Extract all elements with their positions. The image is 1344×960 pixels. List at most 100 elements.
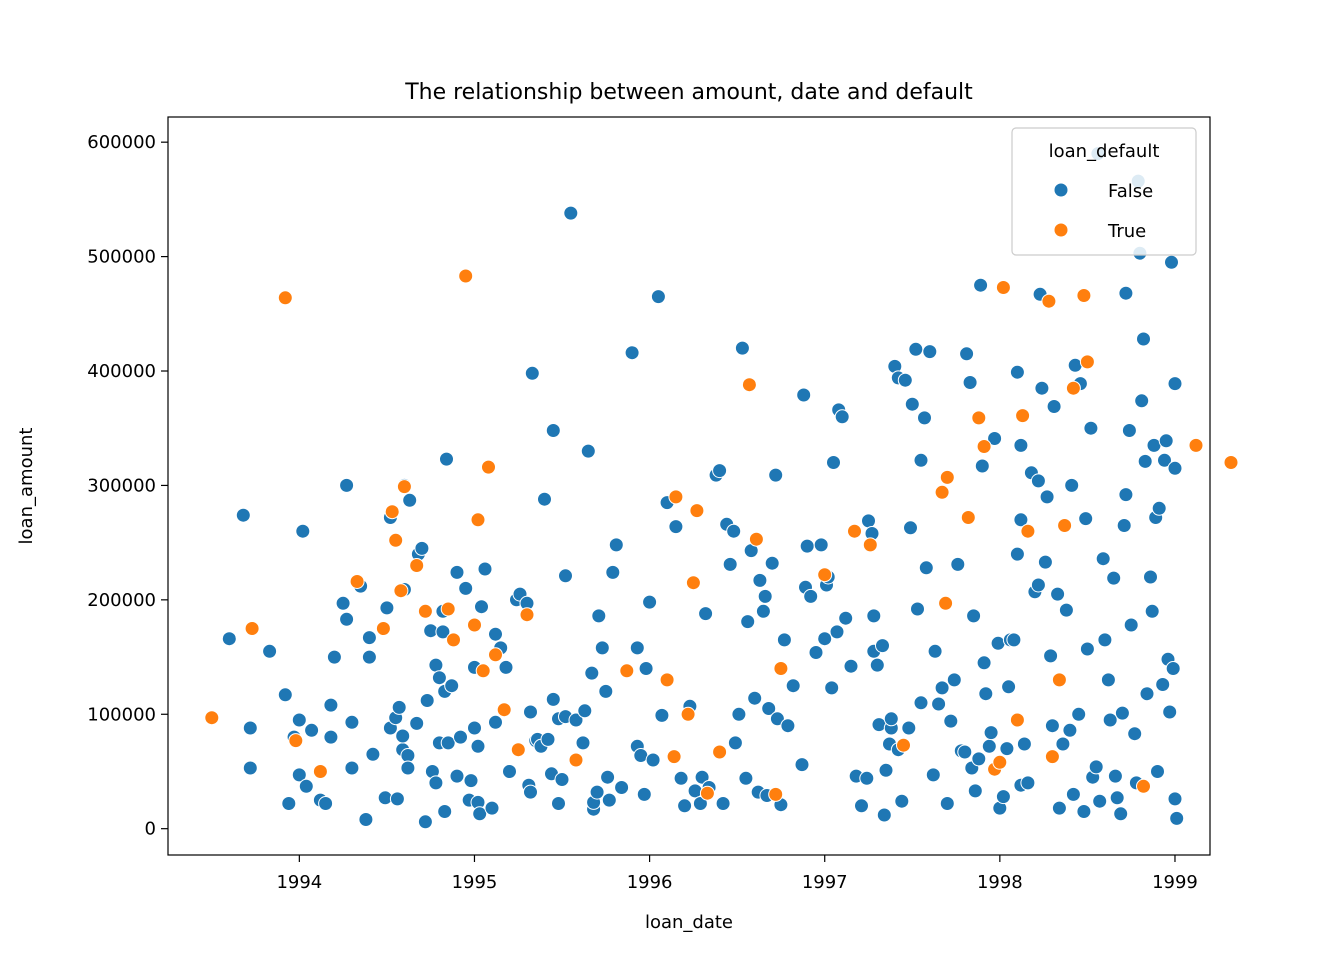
point-false xyxy=(995,789,1011,805)
point-false xyxy=(1157,452,1172,468)
point-false xyxy=(1134,393,1150,409)
point-true xyxy=(312,764,328,779)
point-false xyxy=(1123,617,1139,633)
point-false xyxy=(1102,712,1118,728)
point-false xyxy=(281,796,297,811)
point-false xyxy=(463,773,479,789)
point-false xyxy=(808,645,824,660)
point-false xyxy=(414,540,430,556)
point-false xyxy=(323,729,339,745)
point-false xyxy=(584,665,600,681)
point-true xyxy=(1188,437,1204,453)
point-false xyxy=(614,780,630,795)
point-false xyxy=(339,477,355,493)
point-true xyxy=(748,531,764,547)
point-true xyxy=(938,595,954,611)
point-false xyxy=(605,564,621,580)
point-false xyxy=(577,703,593,719)
point-true xyxy=(467,617,482,633)
point-true xyxy=(496,702,512,718)
point-false xyxy=(435,624,451,640)
point-true xyxy=(699,785,715,801)
point-false xyxy=(712,463,728,479)
point-false xyxy=(458,580,474,596)
point-false xyxy=(444,678,460,694)
point-false xyxy=(838,610,854,626)
point-true xyxy=(1076,288,1092,303)
point-true xyxy=(971,410,987,426)
point-false xyxy=(575,735,591,751)
point-true xyxy=(475,663,491,679)
point-false xyxy=(545,691,561,707)
point-false xyxy=(1039,489,1055,505)
point-false xyxy=(694,769,710,785)
point-false xyxy=(687,783,703,799)
point-false xyxy=(558,568,573,584)
point-true xyxy=(568,752,584,768)
point-false xyxy=(959,346,975,362)
point-false xyxy=(335,595,351,611)
point-true xyxy=(1015,408,1031,424)
point-false xyxy=(913,695,929,711)
point-false xyxy=(361,649,377,665)
point-false xyxy=(498,659,514,675)
point-false xyxy=(824,680,840,696)
point-false xyxy=(1009,364,1025,380)
point-false xyxy=(715,796,731,811)
point-false xyxy=(757,588,773,604)
legend-label-false: False xyxy=(1108,181,1153,202)
point-false xyxy=(1114,705,1130,721)
point-false xyxy=(939,796,955,811)
point-false xyxy=(1116,518,1132,533)
legend-title: loan_default xyxy=(1049,141,1160,162)
point-true xyxy=(666,749,682,765)
point-false xyxy=(431,670,447,686)
point-false xyxy=(913,452,929,468)
point-false xyxy=(946,672,962,688)
point-false xyxy=(1016,736,1032,752)
point-true xyxy=(481,459,496,475)
point-false xyxy=(402,492,418,508)
point-false xyxy=(358,812,374,827)
point-false xyxy=(673,770,689,786)
point-false xyxy=(650,289,666,305)
point-false xyxy=(419,693,435,708)
point-true xyxy=(288,733,304,749)
point-false xyxy=(568,712,584,728)
point-false xyxy=(1106,570,1122,586)
point-false xyxy=(638,661,654,676)
point-false xyxy=(537,491,552,507)
point-true xyxy=(1044,749,1060,765)
point-false xyxy=(395,728,411,744)
point-false xyxy=(950,556,966,572)
point-false xyxy=(731,706,747,722)
point-false xyxy=(1107,768,1123,784)
point-false xyxy=(1064,477,1080,493)
point-false xyxy=(472,806,488,822)
point-false xyxy=(291,767,307,783)
point-false xyxy=(298,778,314,794)
point-false xyxy=(962,375,978,390)
point-false xyxy=(440,735,456,751)
point-false xyxy=(379,600,395,616)
point-false xyxy=(624,345,640,361)
point-true xyxy=(1079,354,1095,370)
point-false xyxy=(1051,800,1067,816)
point-false xyxy=(361,630,377,646)
point-false xyxy=(242,760,258,776)
point-false xyxy=(918,560,934,576)
point-false xyxy=(987,431,1003,446)
point-false xyxy=(295,523,311,539)
point-false xyxy=(761,701,777,716)
point-false xyxy=(1144,603,1160,619)
point-false xyxy=(1162,704,1178,720)
point-true xyxy=(244,621,260,636)
point-false xyxy=(477,561,493,577)
point-true xyxy=(685,575,701,591)
point-false xyxy=(796,387,812,403)
point-false xyxy=(608,537,624,553)
point-false xyxy=(1050,586,1066,602)
point-false xyxy=(747,690,763,706)
point-false xyxy=(453,729,468,745)
point-false xyxy=(467,720,482,736)
